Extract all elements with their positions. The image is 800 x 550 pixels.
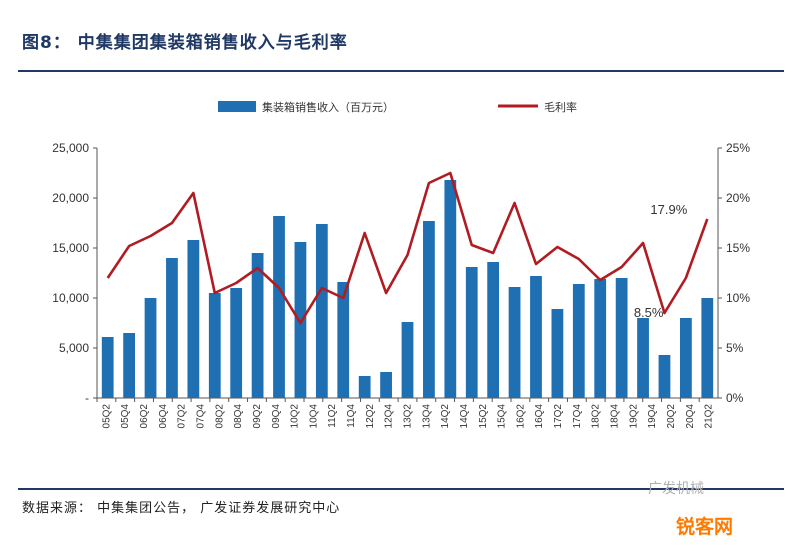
y-left-tick-label: 25,000 [52,141,89,155]
bar-revenue [358,376,371,398]
y-right-tick-label: 25% [726,141,750,155]
bar-revenue [230,288,243,398]
x-tick-label: 20Q2 [666,404,677,429]
line-series [106,171,709,325]
x-tick-label: 12Q2 [365,404,376,429]
bar-revenue [551,309,564,398]
x-tick-label: 07Q4 [196,404,207,429]
annotation-label: 8.5% [634,305,664,320]
top-rule [18,70,784,72]
bar-revenue [637,318,649,398]
y-right-tick-label: 15% [726,241,750,255]
x-tick-label: 06Q4 [158,404,169,429]
bar-revenue [594,279,607,398]
y-right-tick-label: 10% [726,291,750,305]
y-left-tick-label: 15,000 [52,241,89,255]
y-right-tick-label: 0% [726,391,744,405]
bar-revenue [679,318,692,398]
x-tick-label: 10Q4 [308,404,319,429]
x-tick-label: 15Q2 [478,404,489,429]
x-tick-label: 13Q4 [421,404,432,429]
source-note: 数据来源： 中集集团公告， 广发证券发展研究中心 [22,501,341,516]
x-tick-label: 13Q2 [403,404,414,429]
chart: - 5,000 10,000 15,000 20,000 25,000 0% 5% 10% 15%… [52,100,750,428]
x-tick-label: 11Q2 [327,404,338,428]
bar-revenue [444,180,457,398]
watermark: 广发机械 [648,481,704,497]
bar-revenue [337,282,350,398]
legend-swatch-bar [218,101,256,112]
bar-revenue [101,337,114,398]
bar-revenue [508,287,521,398]
annotations: 17.9% 8.5% [634,202,688,320]
legend-label-line: 毛利率 [544,100,577,114]
x-tick-label: 19Q4 [647,404,658,429]
x-tick-label: 10Q2 [290,404,301,429]
bar-revenue [251,253,264,398]
figure-title: 图8： 中集集团集装箱销售收入与毛利率 [22,33,348,53]
bar-revenue [123,333,136,398]
y-left-tick-label: 5,000 [59,341,89,355]
bar-revenue [187,240,200,398]
bar-revenue [166,258,178,398]
bar-revenue [315,224,328,398]
x-tick-label: 16Q4 [534,404,545,429]
site-logo: 锐客网 [676,516,734,538]
axes: - 5,000 10,000 15,000 20,000 25,000 0% 5% 10% 15%… [52,141,750,428]
bar-revenue [273,216,285,398]
x-tick-label: 18Q2 [591,404,602,429]
x-tick-label: 16Q2 [515,404,526,429]
y-left-tick-label: 10,000 [52,291,89,305]
bar-revenue [401,322,414,398]
x-tick-label: 09Q2 [252,404,263,429]
bar-revenue [423,221,435,398]
x-tick-label: 15Q4 [497,404,508,429]
x-tick-label: 19Q2 [628,404,639,429]
bar-revenue [208,293,221,398]
annotation-label: 17.9% [650,202,687,217]
x-tick-label: 05Q2 [101,404,112,429]
x-tick-label: 17Q2 [553,404,564,429]
bar-revenue [615,278,628,398]
bar-revenue [487,262,500,398]
bottom-rule [18,488,784,490]
legend: 集装箱销售收入（百万元） 毛利率 [218,100,577,114]
bar-revenue [294,242,307,398]
y-left-tick-label: 20,000 [52,191,89,205]
x-tick-label: 08Q2 [214,404,225,429]
bar-revenue [530,276,542,398]
x-tick-label: 17Q4 [572,404,583,429]
x-tick-label: 14Q2 [440,404,451,429]
x-tick-label: 11Q4 [346,404,357,428]
x-tick-label: 20Q4 [685,404,696,429]
x-tick-label: 05Q4 [120,404,131,429]
x-tick-label: 06Q2 [139,404,150,429]
bar-revenue [465,267,478,398]
bar-series [101,180,714,398]
x-tick-label: 14Q4 [459,404,470,429]
bar-revenue [572,284,585,398]
legend-label-bar: 集装箱销售收入（百万元） [262,100,394,114]
x-tick-label: 07Q2 [177,404,188,429]
x-tick-label: 21Q2 [704,404,715,429]
y-right-tick-label: 20% [726,191,750,205]
bar-revenue [144,298,157,398]
x-tick-label: 18Q4 [610,404,621,429]
y-right-tick-label: 5% [726,341,744,355]
x-tick-label: 12Q4 [384,404,395,429]
x-tick-label: 08Q4 [233,404,244,429]
y-left-tick-label: - [85,391,89,405]
x-tick-label: 09Q4 [271,404,282,429]
bar-revenue [658,355,671,398]
bar-revenue [380,372,392,398]
bar-revenue [701,298,714,398]
